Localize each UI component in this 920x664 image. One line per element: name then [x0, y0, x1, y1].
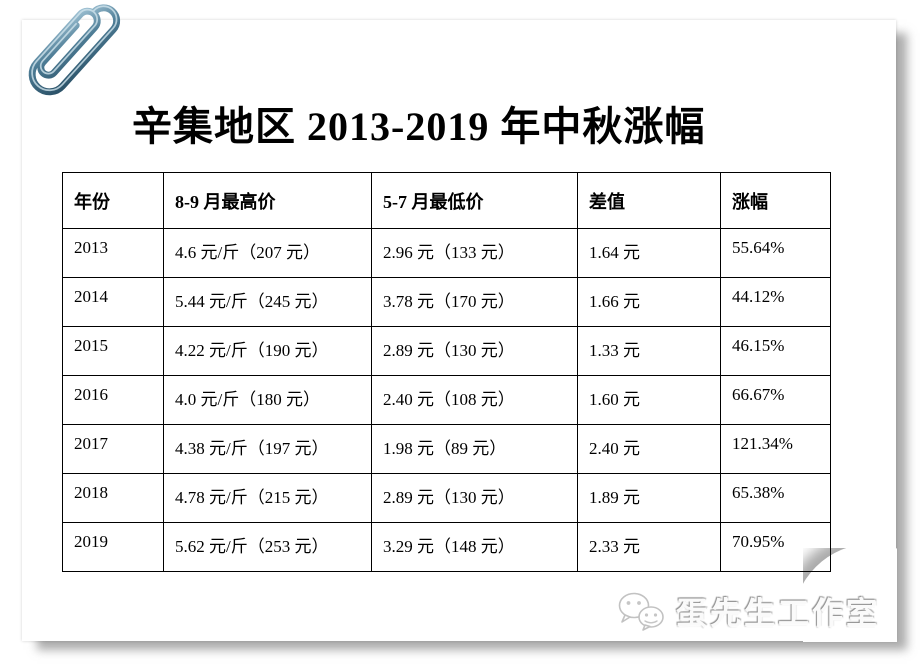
cell-difference: 1.33 元: [577, 326, 721, 376]
cell-increase: 65.38%: [720, 473, 831, 523]
cell-increase: 44.12%: [720, 277, 831, 327]
watermark: 蛋先生工作室: [617, 588, 880, 633]
cell-high-price: 4.38 元/斤（197 元）: [163, 424, 372, 474]
cell-year: 2013: [62, 228, 164, 278]
page-title: 辛集地区 2013-2019 年中秋涨幅: [132, 104, 706, 149]
cell-high-price: 4.78 元/斤（215 元）: [163, 473, 372, 523]
cell-increase: 46.15%: [720, 326, 831, 376]
table-row: 2018 4.78 元/斤（215 元） 2.89 元（130 元） 1.89 …: [62, 473, 831, 523]
cell-difference: 2.40 元: [577, 424, 721, 474]
table-row: 2013 4.6 元/斤（207 元） 2.96 元（133 元） 1.64 元…: [62, 228, 831, 278]
cell-increase: 70.95%: [720, 522, 831, 572]
cell-low-price: 2.40 元（108 元）: [371, 375, 578, 425]
cell-year: 2015: [62, 326, 164, 376]
cell-increase: 66.67%: [720, 375, 831, 425]
cell-low-price: 2.89 元（130 元）: [371, 326, 578, 376]
cell-difference: 2.33 元: [577, 522, 721, 572]
cell-difference: 1.89 元: [577, 473, 721, 523]
cell-year: 2017: [62, 424, 164, 474]
price-table: 年份 8-9 月最高价 5-7 月最低价 差值 涨幅 2013 4.6 元/斤（…: [62, 172, 831, 572]
wechat-icon: [618, 592, 664, 631]
cell-high-price: 4.6 元/斤（207 元）: [163, 228, 372, 278]
cell-high-price: 5.62 元/斤（253 元）: [163, 522, 372, 572]
cell-difference: 1.66 元: [577, 277, 721, 327]
cell-year: 2016: [62, 375, 164, 425]
col-header-increase: 涨幅: [720, 172, 831, 229]
table-row: 2016 4.0 元/斤（180 元） 2.40 元（108 元） 1.60 元…: [62, 375, 831, 425]
cell-year: 2019: [62, 522, 164, 572]
cell-increase: 55.64%: [720, 228, 831, 278]
table-row: 2015 4.22 元/斤（190 元） 2.89 元（130 元） 1.33 …: [62, 326, 831, 376]
col-header-difference: 差值: [577, 172, 721, 229]
cell-high-price: 5.44 元/斤（245 元）: [163, 277, 372, 327]
cell-high-price: 4.0 元/斤（180 元）: [163, 375, 372, 425]
cell-low-price: 3.29 元（148 元）: [371, 522, 578, 572]
table-row: 2017 4.38 元/斤（197 元） 1.98 元（89 元） 2.40 元…: [62, 424, 831, 474]
cell-low-price: 2.96 元（133 元）: [371, 228, 578, 278]
cell-low-price: 1.98 元（89 元）: [371, 424, 578, 474]
cell-low-price: 3.78 元（170 元）: [371, 277, 578, 327]
col-header-year: 年份: [62, 172, 164, 229]
watermark-label: 蛋先生工作室: [676, 596, 880, 631]
cell-low-price: 2.89 元（130 元）: [371, 473, 578, 523]
cell-year: 2018: [62, 473, 164, 523]
col-header-high-price: 8-9 月最高价: [163, 172, 372, 229]
paperclip-icon: [28, 4, 121, 96]
cell-increase: 121.34%: [720, 424, 831, 474]
col-header-low-price: 5-7 月最低价: [371, 172, 578, 229]
table-row: 2014 5.44 元/斤（245 元） 3.78 元（170 元） 1.66 …: [62, 277, 831, 327]
document-page: 辛集地区 2013-2019 年中秋涨幅 年份 8-9 月最高价 5-7 月最低…: [22, 20, 897, 642]
cell-difference: 1.60 元: [577, 375, 721, 425]
cell-high-price: 4.22 元/斤（190 元）: [163, 326, 372, 376]
table-row: 2019 5.62 元/斤（253 元） 3.29 元（148 元） 2.33 …: [62, 522, 831, 572]
cell-year: 2014: [62, 277, 164, 327]
table-header-row: 年份 8-9 月最高价 5-7 月最低价 差值 涨幅: [62, 172, 831, 229]
cell-difference: 1.64 元: [577, 228, 721, 278]
